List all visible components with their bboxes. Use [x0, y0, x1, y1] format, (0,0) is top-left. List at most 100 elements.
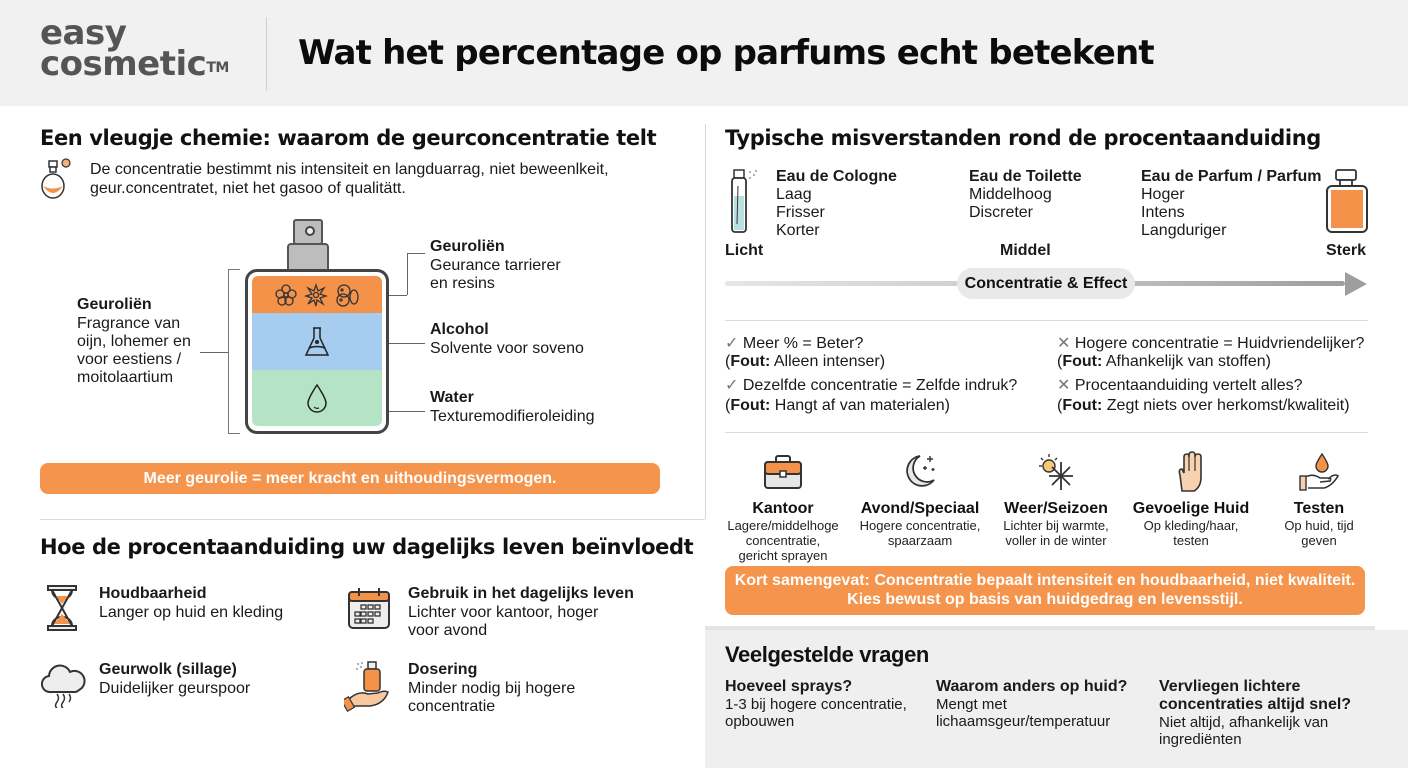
section-divider [40, 519, 705, 520]
scale-desc: Intens [1141, 204, 1185, 221]
cloud-icon [39, 662, 87, 713]
bracket [228, 269, 240, 434]
daily-item-title: Houdbaarheid [99, 585, 207, 602]
myth-answer-text: Hangt af van materialen) [774, 397, 950, 414]
myth-claim: Dezelfde concentratie = Zelfde indruk? [742, 377, 1018, 394]
faq-answer: 1-3 bij hogere concentratie, [725, 696, 907, 713]
axis-label: Concentratie & Effect [957, 268, 1135, 299]
scale-desc: Frisser [776, 204, 825, 221]
scale-desc: Laag [776, 186, 812, 203]
myth-answer-text: Zegt niets over herkomst/kwaliteit) [1106, 397, 1350, 414]
faq-answer: opbouwen [725, 713, 795, 730]
moon-icon [906, 455, 935, 487]
perfume-bottle-icon [40, 158, 76, 205]
briefcase-icon [764, 455, 802, 489]
trademark: TM [206, 60, 229, 76]
flask-icon [304, 326, 330, 356]
scale-desc: Discreter [969, 204, 1034, 221]
connector-line [200, 352, 228, 353]
spray-bottle-light-icon [728, 168, 762, 239]
left-label-line: oijn, lohemer en [77, 333, 191, 350]
daily-item-title: Dosering [408, 661, 478, 678]
flower-icon [275, 283, 297, 306]
daily-heading: Hoe de procentaanduiding uw dagelijks le… [40, 535, 694, 559]
daily-item-title: Geurwolk (sillage) [99, 661, 237, 678]
myth-answer-text: Afhankelijk van stoffen) [1105, 353, 1272, 370]
myth-item: ✓ Dezelfde concentratie = Zelfde indruk? [725, 377, 1017, 395]
fout-label: Fout: [1062, 397, 1103, 414]
misconceptions-heading: Typische misverstanden rond de procentaa… [725, 126, 1321, 150]
use-title: Gevoelige Huid [1132, 500, 1250, 517]
arrow-right-icon [1345, 272, 1367, 296]
brand-logo: easy cosmeticTM [40, 13, 229, 81]
scale-level: Licht [725, 242, 764, 259]
layer-alcohol [252, 313, 382, 370]
layer-label-desc: Solvente voor soveno [430, 340, 584, 357]
header-divider [266, 17, 267, 91]
myth-claim: Procentaanduiding vertelt alles? [1074, 377, 1303, 394]
use-desc: spaarzaam [887, 533, 953, 548]
myth-answer: (Fout: Alleen intenser) [725, 353, 886, 370]
faq-answer: ingrediënten [1159, 731, 1242, 748]
use-case-evening: Avond/Speciaal Hogere concentratie, spaa… [855, 450, 985, 548]
faq-answer: Mengt met [936, 696, 1007, 713]
bottle-cap [287, 243, 329, 271]
scale-level: Middel [1000, 242, 1051, 259]
scale-name: Eau de Cologne [776, 168, 897, 185]
check-icon: ✓ [725, 377, 739, 394]
use-desc: geven [1301, 533, 1337, 548]
use-title: Testen [1293, 500, 1345, 517]
myth-answer: (Fout: Zegt niets over herkomst/kwalitei… [1057, 397, 1350, 414]
use-case-sensitive-skin: Gevoelige Huid Op kleding/haar, testen [1126, 450, 1256, 548]
faq-answer: Niet altijd, afhankelijk van [1159, 714, 1329, 731]
faq-question: Vervliegen lichtere [1159, 678, 1301, 695]
section-divider [725, 320, 1368, 321]
chemistry-heading: Een vleugje chemie: waarom de geurconcen… [40, 126, 657, 150]
use-desc: gericht sprayen [738, 548, 828, 563]
left-label-line: Fragrance van [77, 315, 181, 332]
scale-desc: Middelhoog [969, 186, 1052, 203]
faq-question: concentraties altijd snel? [1159, 696, 1352, 713]
layer-water [252, 370, 382, 426]
use-desc: concentratie, [745, 533, 821, 548]
scale-desc: Langduriger [1141, 222, 1227, 239]
myth-item: ✕ Procentaanduiding vertelt alles? [1057, 377, 1303, 395]
column-divider [705, 124, 706, 519]
myth-item: ✓ Meer % = Beter? [725, 335, 863, 353]
layer-label-title: Geuroliën [430, 238, 505, 255]
hourglass-icon [44, 584, 80, 637]
use-desc: Lichter bij warmte, [1003, 518, 1109, 533]
logo-line-2: cosmetic [40, 44, 207, 84]
droplet-icon [307, 383, 327, 413]
use-desc: Op huid, tijd [1284, 518, 1354, 533]
use-title: Weer/Seizoen [1004, 500, 1108, 517]
layer-label-desc: Geurance tarrierer [430, 257, 561, 274]
faq-section: Veelgestelde vragen Hoeveel sprays? 1-3 … [705, 630, 1408, 768]
layer-label-title: Water [430, 389, 474, 406]
summary-callout: Kort samengevat: Concentratie bepaalt in… [725, 566, 1365, 615]
faq-top-border [705, 626, 1375, 630]
logo-line-1: easy [40, 13, 127, 53]
use-desc: Op kleding/haar, [1143, 518, 1239, 533]
daily-item-title: Gebruik in het dagelijks leven [408, 585, 634, 602]
daily-item-desc: Duidelijker geurspoor [99, 680, 251, 697]
use-desc: Hogere concentratie, [859, 518, 981, 533]
fout-label: Fout: [730, 397, 771, 414]
daily-item-desc: Lichter voor kantoor, hoger [408, 604, 599, 621]
daily-item-desc: concentratie [408, 698, 496, 715]
header: easy cosmeticTM Wat het percentage op pa… [0, 0, 1408, 106]
myth-item: ✕ Hogere concentratie = Huidvriendelijke… [1057, 335, 1364, 353]
connector-line [407, 253, 408, 295]
use-title: Avond/Speciaal [860, 500, 980, 517]
scale-name: Eau de Parfum / Parfum [1141, 168, 1322, 185]
spice-icon [336, 283, 359, 307]
myth-claim: Hogere concentratie = Huidvriendelijker? [1074, 335, 1365, 352]
summary-line-1: Kort samengevat: Concentratie bepaalt in… [734, 572, 1356, 589]
myth-answer: (Fout: Afhankelijk van stoffen) [1057, 353, 1272, 370]
connector-line [407, 253, 425, 254]
drop-hand-icon [1299, 452, 1340, 491]
fout-label: Fout: [1062, 353, 1103, 370]
hand-icon [1178, 451, 1202, 492]
cross-icon: ✕ [1057, 377, 1071, 394]
perfume-bottle-strong-icon [1324, 168, 1370, 239]
